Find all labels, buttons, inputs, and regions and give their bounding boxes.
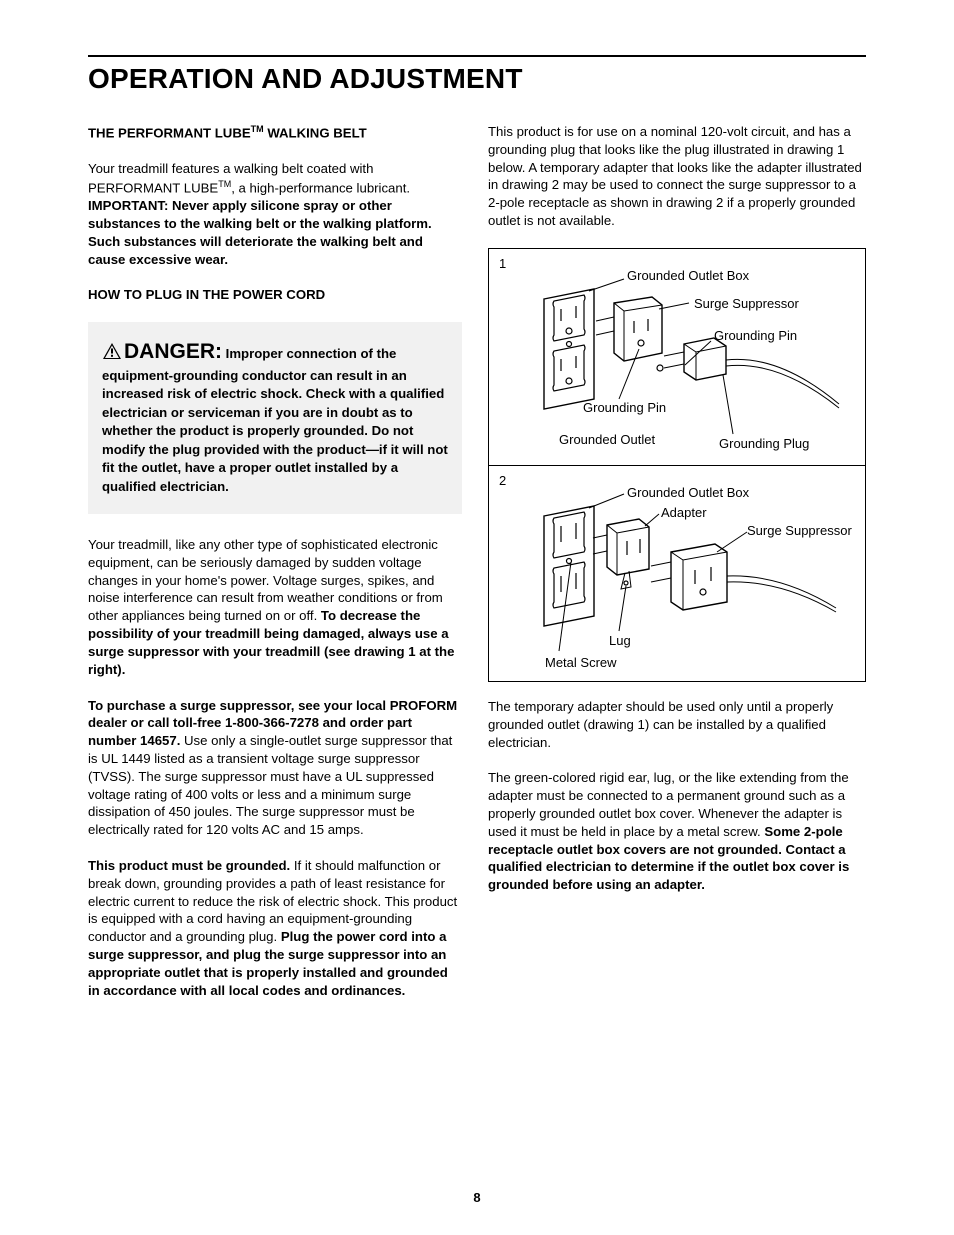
- para-circuit: This product is for use on a nominal 120…: [488, 123, 866, 230]
- d1-label-goutlet: Grounded Outlet: [559, 431, 655, 449]
- d2-label-lug: Lug: [609, 632, 631, 650]
- diagram-box: 1: [488, 248, 866, 682]
- danger-text: Improper connection of the equipment-gro…: [102, 346, 448, 493]
- para-surge: Your treadmill, like any other type of s…: [88, 536, 462, 679]
- d2-label-screw: Metal Screw: [545, 654, 617, 672]
- danger-label: DANGER:: [124, 340, 222, 363]
- left-column: THE PERFORMANT LUBETM WALKING BELT Your …: [88, 123, 462, 1018]
- d1-label-gpin1: Grounding Pin: [714, 327, 797, 345]
- diagram-1-num: 1: [499, 255, 506, 273]
- para-temp-adapter: The temporary adapter should be used onl…: [488, 698, 866, 751]
- danger-box: DANGER: Improper connection of the equip…: [88, 322, 462, 514]
- d1-label-outletbox: Grounded Outlet Box: [627, 267, 749, 285]
- d1-label-gpin2: Grounding Pin: [583, 399, 666, 417]
- para-purchase: To purchase a surge suppressor, see your…: [88, 697, 462, 840]
- diagram-panel-2: 2: [489, 465, 865, 681]
- d2-label-adapter: Adapter: [661, 504, 707, 522]
- content-columns: THE PERFORMANT LUBETM WALKING BELT Your …: [88, 123, 866, 1018]
- tm-mark: TM: [251, 124, 264, 134]
- para-belt: Your treadmill features a walking belt c…: [88, 160, 462, 268]
- para-ground: This product must be grounded. If it sho…: [88, 857, 462, 1000]
- subhead-belt: THE PERFORMANT LUBETM WALKING BELT: [88, 123, 462, 142]
- para-purchase-b: Use only a single-outlet surge suppresso…: [88, 733, 452, 837]
- d2-label-surge: Surge Suppressor: [747, 522, 852, 540]
- top-rule: [88, 55, 866, 57]
- subhead-plug: HOW TO PLUG IN THE POWER CORD: [88, 286, 462, 304]
- para-lug: The green-colored rigid ear, lug, or the…: [488, 769, 866, 894]
- para-belt-b: , a high-performance lubricant.: [231, 180, 410, 195]
- diagram-panel-1: 1: [489, 249, 865, 465]
- right-column: This product is for use on a nominal 120…: [488, 123, 866, 1018]
- diagram-2-num: 2: [499, 472, 506, 490]
- page-title: OPERATION AND ADJUSTMENT: [88, 63, 866, 95]
- para-belt-c: IMPORTANT: Never apply silicone spray or…: [88, 198, 432, 266]
- d1-label-surge: Surge Suppressor: [694, 295, 799, 313]
- warning-icon: [102, 342, 122, 365]
- d1-label-gplug: Grounding Plug: [719, 435, 809, 453]
- page-number: 8: [0, 1190, 954, 1205]
- d2-label-outletbox: Grounded Outlet Box: [627, 484, 749, 502]
- subhead-belt-suffix: WALKING BELT: [264, 125, 367, 140]
- para-ground-a: This product must be grounded.: [88, 858, 290, 873]
- tm-mark-2: TM: [218, 179, 231, 189]
- subhead-belt-prefix: THE PERFORMANT LUBE: [88, 125, 251, 140]
